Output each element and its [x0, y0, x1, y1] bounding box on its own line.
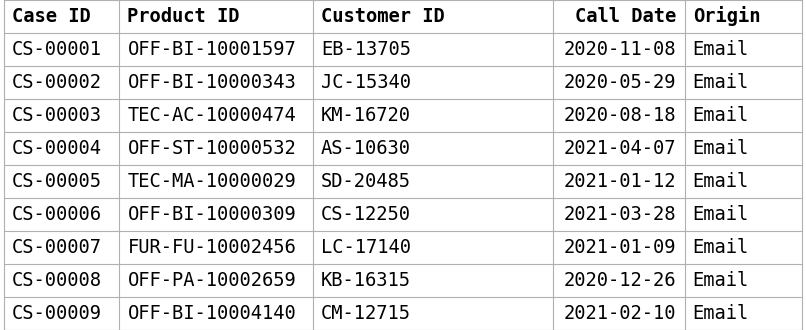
Text: CS-00009: CS-00009	[12, 304, 102, 323]
Text: CS-00006: CS-00006	[12, 205, 102, 224]
Text: CS-00008: CS-00008	[12, 271, 102, 290]
Text: 2021-02-10: 2021-02-10	[564, 304, 676, 323]
Text: Email: Email	[692, 172, 749, 191]
Text: Email: Email	[692, 205, 749, 224]
Text: CS-00002: CS-00002	[12, 73, 102, 92]
Text: FUR-FU-10002456: FUR-FU-10002456	[127, 238, 297, 257]
Text: CS-00004: CS-00004	[12, 139, 102, 158]
Text: Email: Email	[692, 304, 749, 323]
Text: SD-20485: SD-20485	[321, 172, 411, 191]
Text: Email: Email	[692, 40, 749, 59]
Text: OFF-BI-10000343: OFF-BI-10000343	[127, 73, 297, 92]
Text: 2020-08-18: 2020-08-18	[564, 106, 676, 125]
Text: OFF-ST-10000532: OFF-ST-10000532	[127, 139, 297, 158]
Text: Email: Email	[692, 271, 749, 290]
Text: JC-15340: JC-15340	[321, 73, 411, 92]
Text: LC-17140: LC-17140	[321, 238, 411, 257]
Text: 2021-01-12: 2021-01-12	[564, 172, 676, 191]
Text: OFF-BI-10001597: OFF-BI-10001597	[127, 40, 297, 59]
Text: CS-12250: CS-12250	[321, 205, 411, 224]
Text: Email: Email	[692, 106, 749, 125]
Text: 2020-05-29: 2020-05-29	[564, 73, 676, 92]
Text: AS-10630: AS-10630	[321, 139, 411, 158]
Text: 2020-11-08: 2020-11-08	[564, 40, 676, 59]
Text: Product ID: Product ID	[127, 7, 240, 26]
Text: TEC-AC-10000474: TEC-AC-10000474	[127, 106, 297, 125]
Text: Call Date: Call Date	[575, 7, 676, 26]
Text: 2021-01-09: 2021-01-09	[564, 238, 676, 257]
Text: KB-16315: KB-16315	[321, 271, 411, 290]
Text: CS-00001: CS-00001	[12, 40, 102, 59]
Text: TEC-MA-10000029: TEC-MA-10000029	[127, 172, 297, 191]
Text: Case ID: Case ID	[12, 7, 91, 26]
Text: CS-00003: CS-00003	[12, 106, 102, 125]
Text: OFF-PA-10002659: OFF-PA-10002659	[127, 271, 297, 290]
Text: OFF-BI-10004140: OFF-BI-10004140	[127, 304, 297, 323]
Text: 2021-03-28: 2021-03-28	[564, 205, 676, 224]
Text: KM-16720: KM-16720	[321, 106, 411, 125]
Text: CS-00007: CS-00007	[12, 238, 102, 257]
Text: Email: Email	[692, 238, 749, 257]
Text: Email: Email	[692, 73, 749, 92]
Text: OFF-BI-10000309: OFF-BI-10000309	[127, 205, 297, 224]
Text: Email: Email	[692, 139, 749, 158]
Text: Origin: Origin	[692, 7, 760, 26]
Text: 2020-12-26: 2020-12-26	[564, 271, 676, 290]
Text: 2021-04-07: 2021-04-07	[564, 139, 676, 158]
Text: Customer ID: Customer ID	[321, 7, 445, 26]
Text: CM-12715: CM-12715	[321, 304, 411, 323]
Text: CS-00005: CS-00005	[12, 172, 102, 191]
Text: EB-13705: EB-13705	[321, 40, 411, 59]
